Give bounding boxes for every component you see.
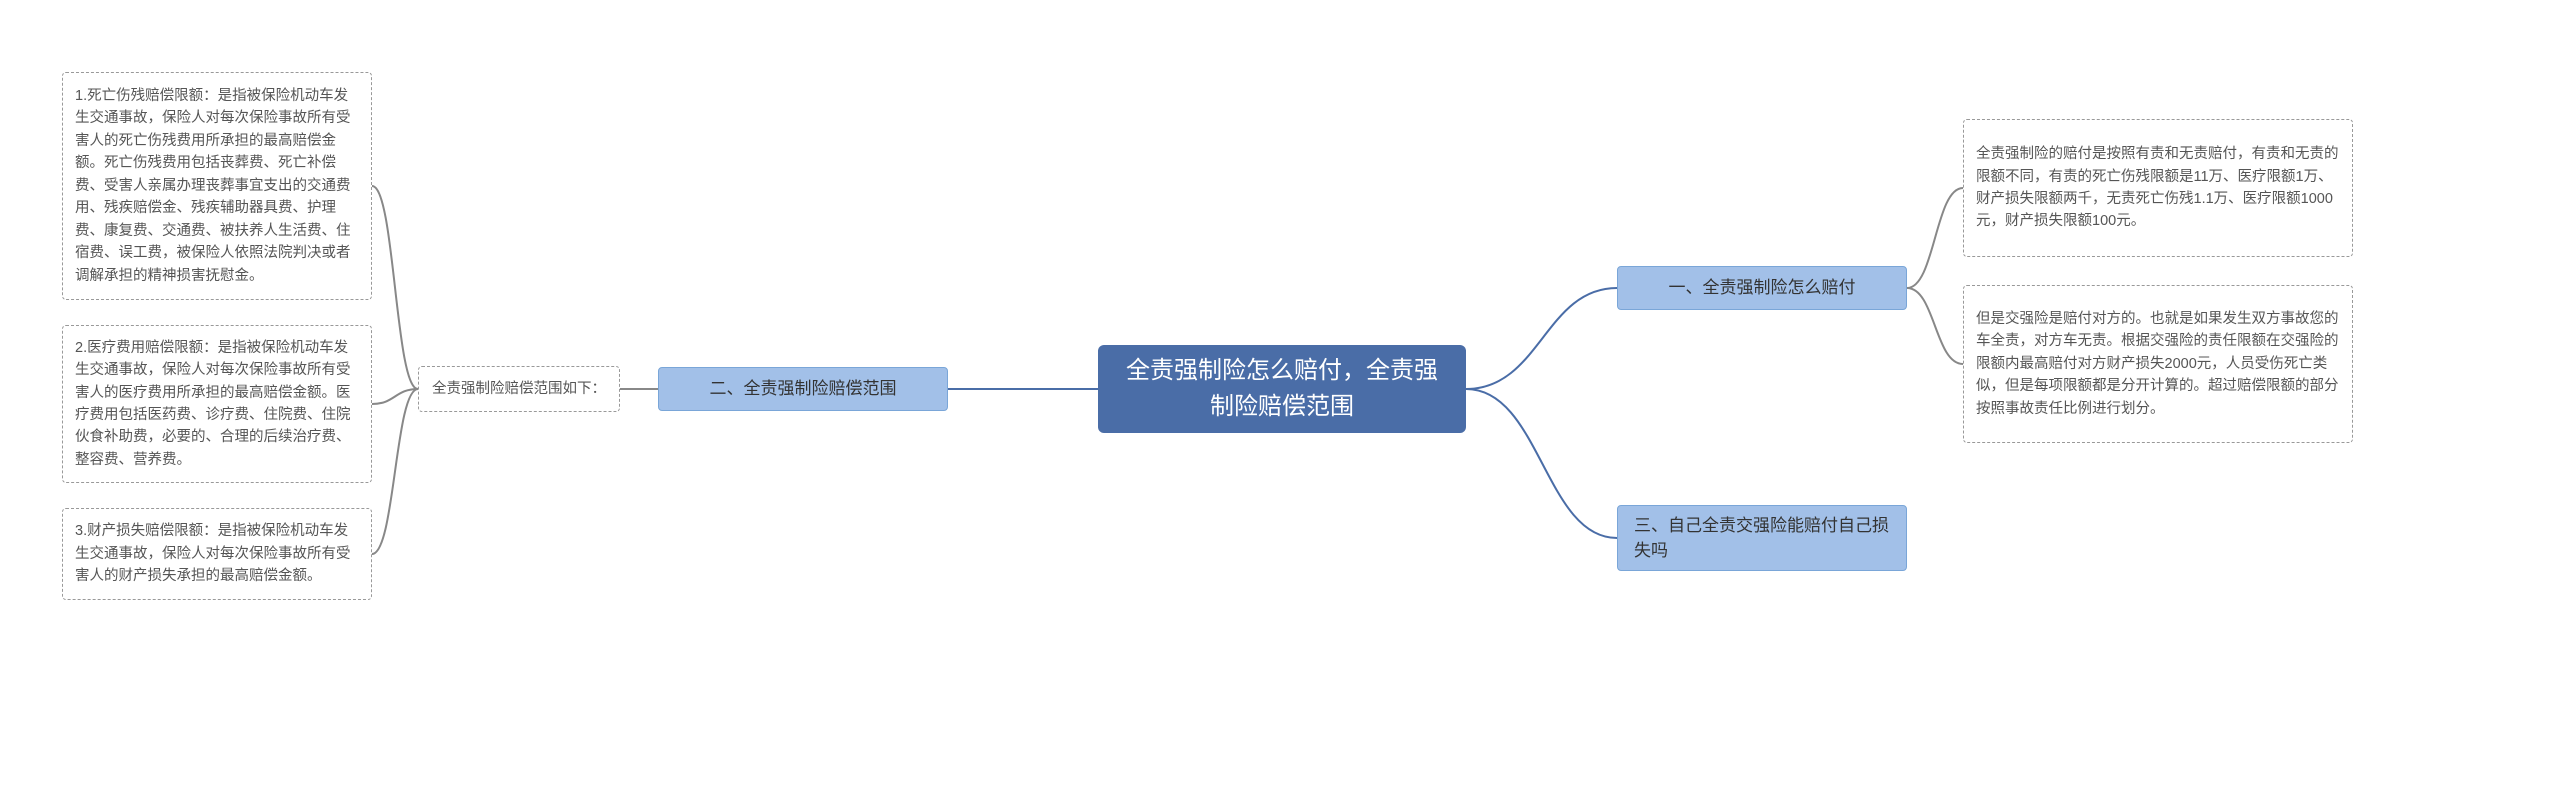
branch-1-leaf-2: 但是交强险是赔付对方的。也就是如果发生双方事故您的车全责，对方车无责。根据交强险…	[1963, 285, 2353, 443]
branch-2-sub: 全责强制险赔偿范围如下：	[418, 366, 620, 412]
branch-2-leaf-2: 2.医疗费用赔偿限额：是指被保险机动车发生交通事故，保险人对每次保险事故所有受害…	[62, 325, 372, 483]
branch-2[interactable]: 二、全责强制险赔偿范围	[658, 367, 948, 411]
root-node[interactable]: 全责强制险怎么赔付，全责强制险赔偿范围	[1098, 345, 1466, 433]
branch-2-leaf-1: 1.死亡伤残赔偿限额：是指被保险机动车发生交通事故，保险人对每次保险事故所有受害…	[62, 72, 372, 300]
branch-1[interactable]: 一、全责强制险怎么赔付	[1617, 266, 1907, 310]
branch-2-leaf-3: 3.财产损失赔偿限额：是指被保险机动车发生交通事故，保险人对每次保险事故所有受害…	[62, 508, 372, 600]
branch-1-leaf-1: 全责强制险的赔付是按照有责和无责赔付，有责和无责的限额不同，有责的死亡伤残限额是…	[1963, 119, 2353, 257]
branch-3[interactable]: 三、自己全责交强险能赔付自己损失吗	[1617, 505, 1907, 571]
